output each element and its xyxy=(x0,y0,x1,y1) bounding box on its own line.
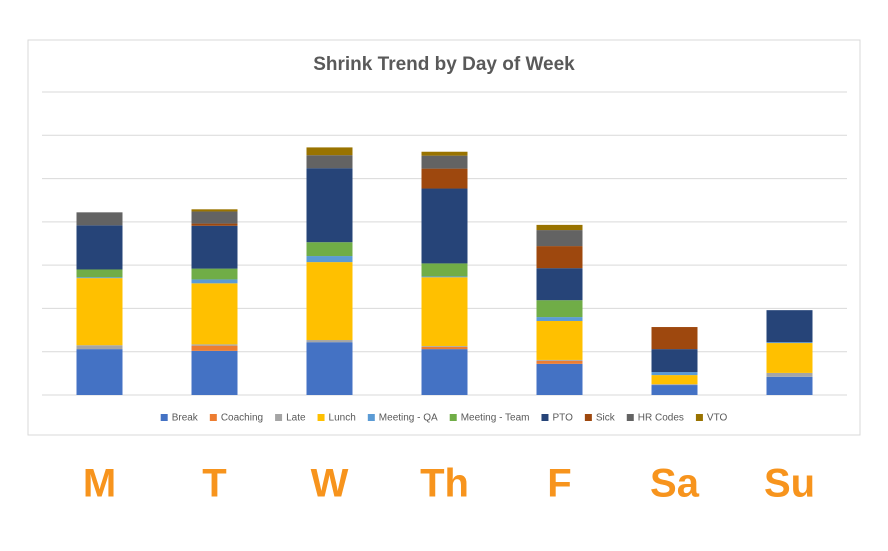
bar-segment xyxy=(421,277,468,347)
bar-segment xyxy=(651,385,698,395)
chart-title: Shrink Trend by Day of Week xyxy=(313,54,575,75)
bar-segment xyxy=(651,375,698,385)
bar-segment xyxy=(191,350,238,395)
bar-segment xyxy=(766,343,813,373)
bar-segment xyxy=(191,345,238,351)
bar-segment xyxy=(536,359,583,361)
bar-segment xyxy=(536,230,583,247)
legend-label: Break xyxy=(172,413,199,424)
bar-segment xyxy=(191,209,238,212)
bar-segment xyxy=(76,225,123,270)
legend-swatch xyxy=(160,414,168,421)
bar-segment xyxy=(191,268,238,280)
bar-segment xyxy=(191,211,238,224)
bar-segment xyxy=(191,223,238,226)
bar-segment xyxy=(421,346,468,347)
bar-segment xyxy=(536,268,583,301)
bar-segment xyxy=(766,372,813,377)
bar-segment xyxy=(766,310,813,343)
legend-swatch xyxy=(584,414,592,421)
bar-segment xyxy=(306,256,353,263)
legend-swatch xyxy=(695,414,703,421)
legend-label: Meeting - QA xyxy=(379,413,438,424)
bar-segment xyxy=(651,349,698,373)
legend-swatch xyxy=(317,414,325,421)
bar-segment xyxy=(76,349,123,395)
bar-segment xyxy=(536,320,583,360)
bar-segment xyxy=(421,151,468,156)
bar-segment xyxy=(421,276,468,278)
legend-label: Sick xyxy=(596,413,616,424)
day-label: W xyxy=(311,462,349,506)
legend-label: HR Codes xyxy=(638,413,684,424)
bar-segment xyxy=(191,283,238,345)
bar-segment xyxy=(191,225,238,269)
bar-segment xyxy=(421,155,468,169)
bar-segment xyxy=(766,342,813,344)
legend-label: PTO xyxy=(552,413,573,424)
bar-segment xyxy=(306,242,353,257)
bar-segment xyxy=(536,360,583,364)
bar-segment xyxy=(536,300,583,318)
legend-label: Late xyxy=(286,413,306,424)
bar-segment xyxy=(421,346,468,350)
bar-segment xyxy=(421,168,468,189)
day-label: Su xyxy=(764,462,815,506)
bar-segment xyxy=(306,155,353,169)
bar-segment xyxy=(306,168,353,243)
bar-segment xyxy=(536,246,583,269)
legend-swatch xyxy=(449,414,457,421)
day-label: Th xyxy=(420,462,469,506)
bar-segment xyxy=(306,262,353,341)
bar-segment xyxy=(651,384,698,386)
legend-label: Coaching xyxy=(221,413,263,424)
legend-label: VTO xyxy=(707,413,728,424)
bar-segment xyxy=(76,345,123,350)
bar-segment xyxy=(306,147,353,156)
bar-segment xyxy=(191,279,238,284)
bar-segment xyxy=(191,344,238,346)
legend-label: Meeting - Team xyxy=(461,413,530,424)
bar-segment xyxy=(651,372,698,376)
bar-segment xyxy=(766,376,813,395)
bar-segment xyxy=(76,212,123,226)
bar-segment xyxy=(536,224,583,231)
bar-segment xyxy=(421,263,468,277)
bar-segment xyxy=(76,277,123,279)
legend-swatch xyxy=(626,414,634,421)
bar-segment xyxy=(306,342,353,395)
legend-swatch xyxy=(209,414,217,421)
bar-segment xyxy=(76,269,123,278)
day-label: M xyxy=(83,462,116,506)
legend-swatch xyxy=(541,414,549,421)
day-label: F xyxy=(547,462,571,506)
day-label: Sa xyxy=(650,462,700,506)
bar-segment xyxy=(536,363,583,395)
bar-segment xyxy=(421,349,468,395)
bar-segment xyxy=(76,278,123,346)
bar-segment xyxy=(651,327,698,350)
bar-segment xyxy=(536,317,583,321)
bar-segment xyxy=(421,188,468,264)
bar-segment xyxy=(306,340,353,343)
legend-label: Lunch xyxy=(329,413,356,424)
day-label: T xyxy=(202,462,226,506)
legend-swatch xyxy=(367,414,375,421)
legend-swatch xyxy=(275,414,283,421)
